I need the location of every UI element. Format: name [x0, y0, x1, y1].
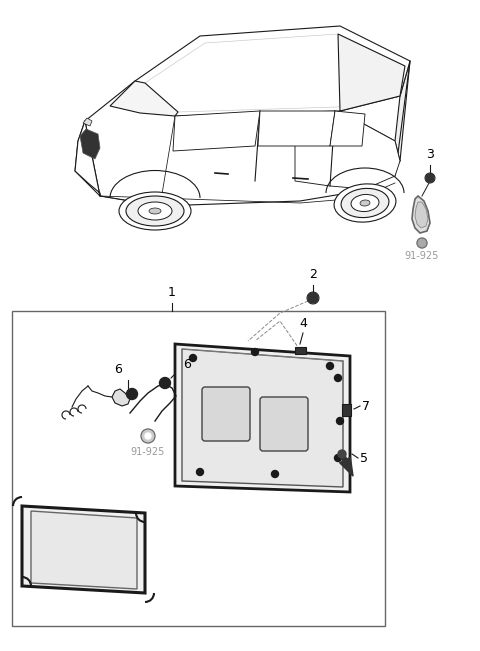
Ellipse shape — [360, 200, 370, 206]
Polygon shape — [75, 81, 400, 206]
Ellipse shape — [334, 184, 396, 222]
Polygon shape — [83, 118, 92, 126]
Circle shape — [335, 454, 341, 462]
Bar — [12, 311, 385, 626]
Polygon shape — [182, 349, 343, 487]
Polygon shape — [135, 26, 410, 116]
Circle shape — [417, 238, 427, 248]
Text: 91-925: 91-925 — [131, 447, 165, 457]
Circle shape — [190, 355, 196, 361]
Polygon shape — [75, 121, 100, 196]
Text: 2: 2 — [309, 268, 317, 281]
Polygon shape — [415, 202, 428, 228]
Circle shape — [336, 417, 344, 424]
Polygon shape — [31, 511, 137, 589]
Ellipse shape — [341, 188, 389, 217]
Polygon shape — [338, 34, 405, 111]
Circle shape — [141, 429, 155, 443]
Circle shape — [426, 174, 434, 182]
Ellipse shape — [149, 208, 161, 214]
Text: 4: 4 — [299, 317, 307, 330]
Polygon shape — [295, 111, 400, 189]
Polygon shape — [112, 389, 130, 406]
Circle shape — [196, 469, 204, 475]
Text: 1: 1 — [168, 286, 176, 299]
Circle shape — [145, 433, 151, 439]
Text: 91-925: 91-925 — [405, 251, 439, 261]
Polygon shape — [173, 111, 260, 151]
Circle shape — [338, 450, 346, 458]
Circle shape — [326, 363, 334, 370]
Circle shape — [127, 389, 137, 400]
Bar — [295, 347, 306, 354]
Polygon shape — [22, 506, 145, 593]
Circle shape — [272, 471, 278, 477]
Text: 3: 3 — [426, 148, 434, 161]
Polygon shape — [395, 61, 410, 161]
Circle shape — [159, 378, 170, 389]
Polygon shape — [110, 81, 178, 116]
FancyBboxPatch shape — [202, 387, 250, 441]
Circle shape — [308, 293, 318, 303]
Ellipse shape — [351, 195, 379, 212]
Text: 6: 6 — [183, 358, 191, 371]
Polygon shape — [80, 129, 100, 159]
Polygon shape — [412, 196, 430, 233]
Text: 6: 6 — [114, 363, 122, 376]
Ellipse shape — [126, 196, 184, 226]
Bar — [342, 404, 351, 416]
Polygon shape — [330, 111, 365, 146]
Polygon shape — [258, 111, 335, 146]
Circle shape — [335, 374, 341, 381]
Ellipse shape — [138, 202, 172, 220]
Text: 5: 5 — [360, 452, 368, 465]
FancyArrow shape — [340, 453, 353, 476]
Polygon shape — [175, 344, 350, 492]
FancyBboxPatch shape — [260, 397, 308, 451]
Text: 7: 7 — [362, 400, 370, 413]
Ellipse shape — [119, 192, 191, 230]
Circle shape — [252, 348, 259, 355]
